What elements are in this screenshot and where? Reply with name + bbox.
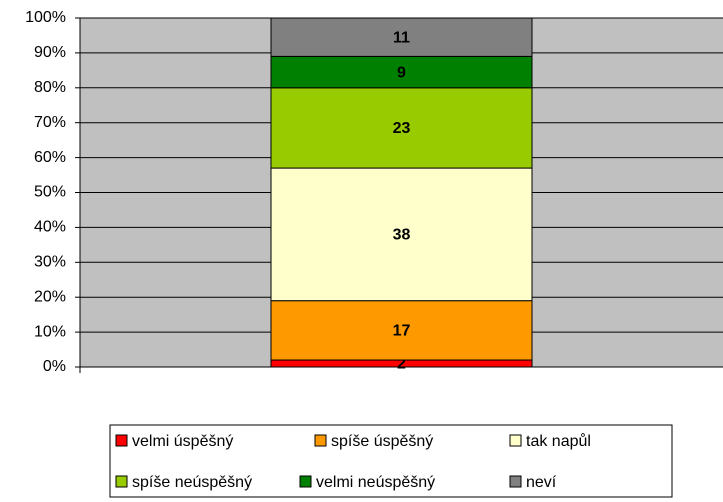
legend-swatch [314, 434, 327, 447]
y-tick-label: 20% [34, 288, 66, 305]
data-label: 38 [393, 227, 411, 244]
y-tick-label: 50% [34, 184, 66, 201]
y-tick-label: 100% [25, 9, 66, 26]
legend-label: tak napůl [526, 432, 591, 450]
legend-label: neví [526, 474, 557, 491]
legend-label: velmi neúspěšný [316, 474, 435, 491]
y-tick-label: 70% [34, 114, 66, 131]
y-tick-label: 0% [43, 358, 66, 375]
y-tick-label: 40% [34, 219, 66, 236]
data-label: 9 [397, 64, 406, 81]
y-tick-label: 30% [34, 254, 66, 271]
data-label: 11 [393, 29, 410, 46]
bar-segment [270, 300, 533, 361]
bar-segment [270, 87, 533, 169]
legend-label: spíše úspěšný [331, 433, 433, 450]
y-tick-label: 10% [34, 323, 66, 340]
data-label: 2 [397, 356, 406, 373]
data-label: 17 [393, 323, 411, 340]
legend-swatch [115, 434, 128, 447]
y-tick-label: 90% [34, 44, 66, 61]
legend-swatch [509, 434, 522, 447]
legend-swatch [299, 475, 312, 488]
legend-swatch [509, 475, 522, 488]
bar-segment [270, 167, 533, 302]
y-tick-label: 60% [34, 149, 66, 166]
legend-swatch [115, 475, 128, 488]
y-tick-label: 80% [34, 79, 66, 96]
data-label: 23 [393, 120, 411, 137]
legend-box [109, 424, 673, 498]
legend-label: velmi úspěšný [132, 433, 233, 450]
legend-label: spíše neúspěšný [132, 474, 252, 491]
bar-segment [270, 17, 533, 57]
